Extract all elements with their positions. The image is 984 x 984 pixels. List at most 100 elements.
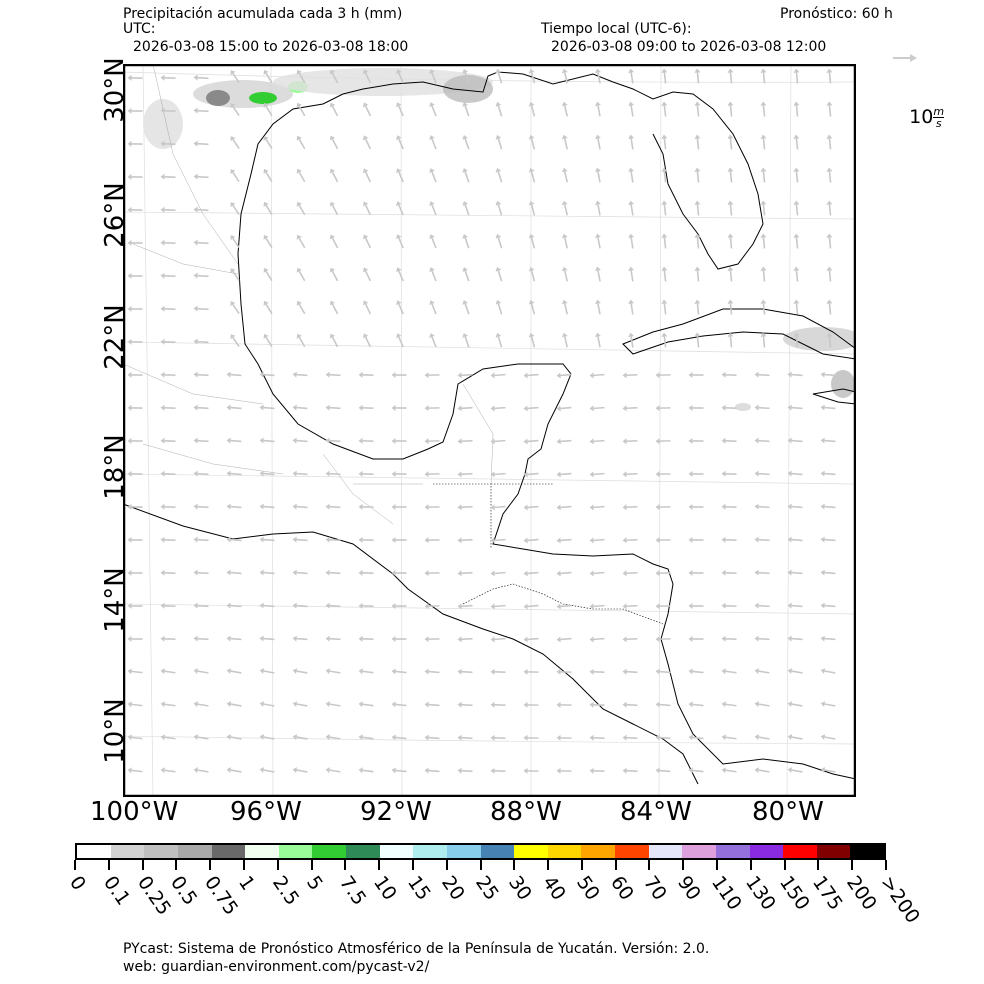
- wind-arrow-icon: [457, 668, 473, 675]
- wind-arrow-icon: [457, 372, 473, 379]
- wind-arrow-icon: [296, 168, 306, 183]
- wind-arrow-icon: [296, 102, 306, 117]
- wind-arrow-icon: [226, 437, 242, 444]
- wind-arrow-icon: [292, 371, 308, 378]
- colorbar-tick: [682, 860, 685, 870]
- wind-arrow-icon: [396, 300, 404, 315]
- wind-arrow-icon: [622, 372, 638, 379]
- wind-arrow-icon: [160, 569, 176, 576]
- wind-arrow-icon: [329, 168, 339, 183]
- wind-arrow-icon: [292, 503, 308, 510]
- wind-arrow-icon: [325, 503, 341, 510]
- wind-arrow-icon: [694, 68, 701, 84]
- colorbar-tick: [74, 860, 76, 870]
- colorbar-segment: [278, 845, 313, 858]
- wind-arrow-icon: [495, 167, 503, 183]
- wind-arrow-icon: [556, 767, 572, 774]
- wind-arrow-icon: [688, 668, 704, 675]
- colorbar-segment: [850, 845, 884, 858]
- wind-arrow-icon: [230, 202, 240, 216]
- wind-arrow-icon: [292, 635, 308, 642]
- wind-arrow-icon: [358, 767, 374, 774]
- wind-arrow-icon: [127, 635, 143, 642]
- wind-arrow-icon: [754, 569, 770, 576]
- wind-arrow-icon: [396, 333, 404, 348]
- wind-arrow-icon: [727, 266, 734, 282]
- wind-arrow-icon: [325, 437, 341, 444]
- wind-arrow-icon: [127, 305, 143, 312]
- wind-arrow-icon: [457, 767, 473, 774]
- wind-arrow-icon: [721, 767, 737, 774]
- wind-arrow-icon: [127, 668, 143, 675]
- wind-arrow-icon: [358, 536, 374, 543]
- wind-arrow-icon: [193, 239, 209, 246]
- wind-arrow-icon: [561, 299, 569, 315]
- wind-arrow-icon: [721, 536, 737, 543]
- wind-arrow-icon: [688, 602, 704, 609]
- wind-arrow-icon: [457, 438, 473, 445]
- wind-arrow-icon: [688, 734, 704, 741]
- wind-arrow-icon: [595, 299, 601, 315]
- lon-label: 84°W: [620, 797, 692, 827]
- wind-arrow-icon: [523, 734, 539, 741]
- wind-arrow-icon: [193, 668, 209, 675]
- wind-arrow-icon: [160, 503, 176, 510]
- wind-arrow-icon: [462, 333, 470, 348]
- wind-arrow-icon: [523, 372, 539, 379]
- wind-arrow-icon: [292, 536, 308, 543]
- wind-arrow-icon: [661, 299, 668, 315]
- colorbar-tick: [209, 860, 212, 870]
- wind-arrow-icon: [760, 68, 767, 84]
- wind-arrow-icon: [793, 200, 800, 216]
- wind-arrow-icon: [396, 267, 404, 282]
- wind-arrow-icon: [127, 569, 143, 576]
- colorbar-label: 7.5: [335, 872, 371, 910]
- wind-arrow-icon: [490, 537, 506, 544]
- wind-arrow-icon: [754, 404, 770, 411]
- wind-arrow-icon: [230, 268, 240, 282]
- wind-arrow-icon: [628, 332, 635, 348]
- wind-arrow-icon: [160, 701, 176, 708]
- wind-arrow-icon: [721, 404, 737, 411]
- colorbar-tick: [851, 860, 854, 870]
- wind-arrow-icon: [160, 239, 176, 246]
- wind-arrow-icon: [661, 101, 668, 117]
- colorbar-label: 40: [538, 872, 570, 905]
- wind-arrow-icon: [193, 206, 209, 213]
- colorbar-tick: [141, 860, 144, 870]
- wind-arrow-icon: [787, 668, 803, 674]
- lat-label: 18°N: [99, 434, 130, 500]
- wind-arrow-icon: [721, 734, 737, 741]
- wind-arrow-icon: [628, 134, 635, 150]
- wind-arrow-icon: [556, 701, 572, 708]
- wind-arrow-icon: [259, 602, 275, 609]
- colorbar-label: 5: [301, 872, 327, 895]
- colorbar-segment: [413, 845, 447, 858]
- wind-arrow-icon: [160, 173, 176, 180]
- wind-arrow-icon: [787, 701, 803, 707]
- wind-arrow-icon: [694, 233, 701, 249]
- colorbar-tick: [749, 860, 752, 870]
- wind-arrow-icon: [721, 371, 737, 378]
- wind-arrow-icon: [396, 234, 404, 249]
- wind-arrow-icon: [622, 668, 638, 675]
- wind-arrow-icon: [661, 332, 668, 348]
- wind-arrow-icon: [622, 504, 638, 511]
- colorbar-segment: [715, 845, 750, 858]
- wind-arrow-icon: [727, 200, 734, 216]
- wind-arrow-icon: [230, 169, 240, 183]
- wind-arrow-icon: [391, 635, 407, 642]
- wind-arrow-icon: [259, 404, 275, 411]
- wind-arrow-icon: [589, 701, 605, 708]
- wind-arrow-icon: [325, 767, 341, 774]
- wind-arrow-icon: [628, 233, 635, 249]
- colorbar-segment: [615, 845, 649, 858]
- wind-arrow-icon: [193, 338, 209, 345]
- colorbar-label: 25: [470, 872, 503, 905]
- wind-arrow-icon: [362, 267, 372, 282]
- colorbar-label: 200: [842, 872, 882, 915]
- wind-arrow-icon: [362, 333, 372, 348]
- wind-arrow-icon: [127, 173, 143, 180]
- colorbar-segment: [480, 845, 515, 858]
